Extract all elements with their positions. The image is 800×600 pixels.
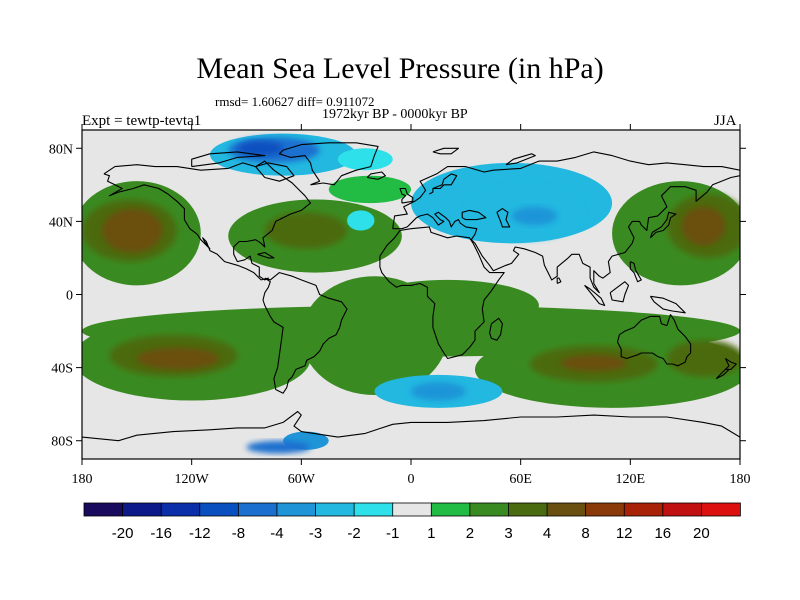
x-tick-label: 180 [72, 472, 93, 487]
experiment-label: Expt = tewtp-tevta1 [82, 113, 202, 129]
colorbar-swatch [276, 502, 317, 517]
pressure-fields [82, 126, 740, 454]
colorbar-swatch [160, 502, 201, 517]
coast-madagascar [489, 317, 503, 341]
coast-svalbard [432, 147, 460, 155]
coast-philippines [629, 261, 642, 283]
central-asia-negative-core [511, 206, 558, 226]
coast-greenland [278, 142, 379, 186]
arctic-neutral [82, 126, 740, 181]
arctic-negative-deep [237, 140, 284, 156]
coast-scandinavia-gap [429, 173, 458, 195]
north-atlantic-neutral [328, 175, 411, 204]
coast-africa [379, 226, 505, 360]
coast-cuba [257, 251, 275, 259]
positive-core-0 [102, 208, 163, 253]
coast-caspian [496, 208, 511, 228]
coast-new-guinea [649, 295, 686, 314]
coast-uk [399, 187, 414, 204]
coast-iceland [366, 171, 386, 180]
azores-negative [347, 210, 375, 231]
x-tick-label: 60E [509, 472, 532, 487]
colorbar-label: 2 [466, 525, 474, 542]
colorbar-label: 1 [427, 525, 435, 542]
y-tick-label: 40N [49, 215, 73, 230]
axis-ticks: 180 120W 60W 0 60E 120E 180 80N 40N 0 40S 80S [49, 124, 751, 487]
period-label: 1972kyr BP - 0000kyr BP [322, 107, 468, 122]
colorbar-swatch [430, 502, 471, 517]
colorbar-label: 4 [543, 525, 551, 542]
colorbar-label: 12 [616, 525, 633, 542]
coast-north-america [103, 160, 312, 281]
season-label: JJA [714, 113, 737, 129]
colorbar-swatch [122, 502, 162, 517]
colorbar-label: 20 [693, 525, 710, 542]
x-tick-label: 60W [288, 472, 316, 487]
y-tick-label: 80S [51, 435, 73, 450]
y-tick-label: 0 [66, 289, 73, 304]
chart-title: Mean Sea Level Pressure (in hPa) [196, 52, 604, 85]
colorbar-label: -2 [347, 525, 360, 542]
x-tick-label: 0 [408, 472, 415, 487]
positive-core-1 [681, 206, 726, 246]
colorbar-swatch [701, 502, 741, 517]
colorbar-label: -16 [150, 525, 172, 542]
colorbar-swatch [353, 502, 394, 517]
colorbar-swatch [199, 502, 240, 517]
colorbar-label: -20 [112, 525, 134, 542]
southern-hemisphere-band [82, 305, 740, 357]
coast-south-america [262, 272, 348, 394]
colorbar-swatch [546, 502, 587, 517]
colorbar-label: 8 [581, 525, 589, 542]
coast-new-zealand [724, 358, 737, 370]
colorbar-label: 3 [504, 525, 512, 542]
coast-sri-lanka [556, 277, 562, 284]
coast-black-sea [461, 209, 487, 221]
positive-core-3 [560, 354, 627, 372]
tropical-band-east [356, 279, 539, 332]
coast-antarctica [82, 410, 740, 442]
y-tick-label: 40S [51, 362, 73, 377]
colorbar-swatch [237, 502, 278, 517]
colorbar-label: -8 [232, 525, 245, 542]
coast-japan [649, 211, 677, 239]
colorbar-swatch [392, 502, 433, 517]
coast-arctic-islands [191, 151, 266, 168]
colorbar-label: -4 [270, 525, 283, 542]
coast-new-zealand-s [715, 368, 730, 380]
colorbar-swatch [585, 502, 626, 517]
colorbar-label: -3 [309, 525, 322, 542]
coast-australia [616, 314, 692, 367]
stats-label: rmsd= 1.60627 diff= 0.911072 [215, 94, 375, 109]
colorbar-swatch [508, 502, 548, 517]
southern-ocean-negative-core [411, 382, 466, 401]
coast-borneo [609, 281, 630, 303]
colorbar-swatch [469, 502, 510, 517]
colorbar-label: 16 [654, 525, 671, 542]
colorbar: -20 -16 -12 -8 -4 -3 -2 -1 1 2 3 4 8 12 16 20 [83, 502, 741, 542]
positive-core-2 [136, 347, 220, 370]
y-tick-label: 80N [49, 142, 73, 157]
x-tick-label: 120E [616, 472, 646, 487]
coastlines [82, 142, 740, 442]
coast-sumatra [584, 284, 606, 307]
x-tick-label: 180 [730, 472, 751, 487]
x-tick-label: 120W [175, 472, 210, 487]
colorbar-swatch [623, 502, 664, 517]
coast-novaya-zemlya [505, 153, 536, 166]
greenland-negative [337, 148, 393, 171]
australia-east-positive-mid [666, 340, 740, 377]
colorbar-swatch [315, 502, 355, 517]
colorbar-label: -1 [386, 525, 399, 542]
antarctic-negative-deep [246, 440, 311, 454]
colorbar-swatch [662, 502, 703, 517]
coast-eurasia [392, 151, 740, 294]
colorbar-swatch [83, 502, 124, 517]
atlantic-north-positive-mid [264, 212, 348, 249]
coast-baffin [255, 162, 295, 182]
colorbar-label: -12 [189, 525, 211, 542]
